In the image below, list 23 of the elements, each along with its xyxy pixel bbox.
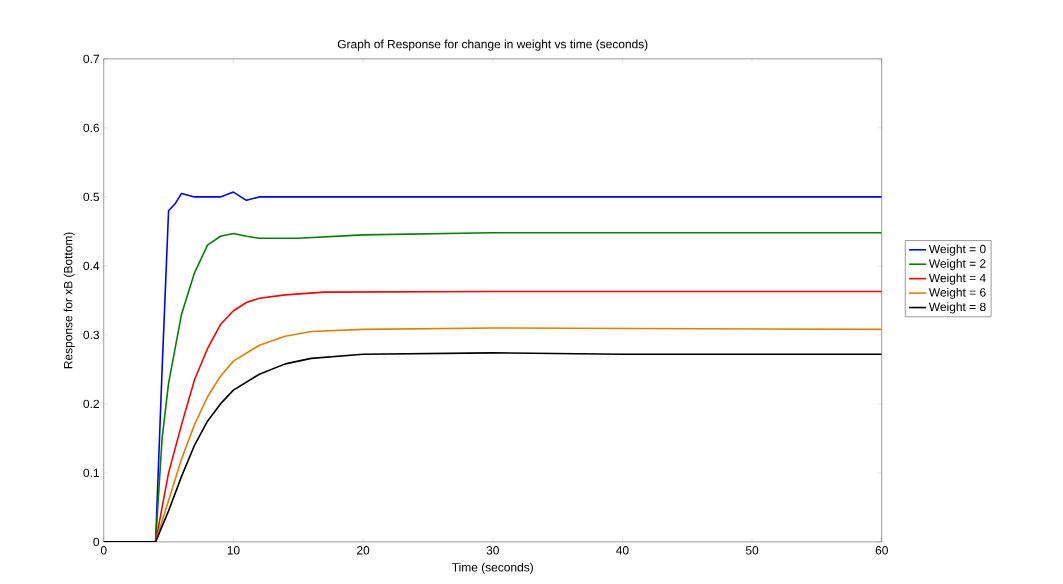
legend-label: Weight = 6: [928, 287, 986, 300]
y-tick-label: 0: [93, 537, 100, 547]
x-tick-label: 60: [875, 546, 888, 555]
chart-title: Graph of Response for change in weight vs time (seconds): [337, 39, 648, 51]
y-tick-label: 0.2: [83, 399, 99, 409]
y-tick-label: 0.6: [83, 123, 100, 133]
x-tick-label: 40: [616, 546, 629, 555]
x-tick-label: 50: [745, 546, 759, 555]
y-tick-label: 0.1: [83, 468, 99, 478]
x-axis-title: Time (seconds): [452, 562, 533, 574]
x-tick-label: 30: [486, 546, 499, 555]
legend-label: Weight = 4: [928, 273, 986, 285]
x-tick-label: 0: [100, 546, 107, 555]
y-tick-label: 0.5: [83, 192, 100, 202]
y-tick-label: 0.3: [83, 330, 100, 340]
x-tick-label: 20: [357, 546, 370, 555]
x-tick-label: 10: [227, 546, 240, 555]
legend-label: Weight = 2: [928, 259, 986, 271]
y-tick-label: 0.4: [83, 261, 100, 271]
y-tick-label: 0.7: [83, 54, 99, 64]
legend-label: Weight = 0: [928, 244, 986, 256]
legend-label: Weight = 8: [928, 302, 986, 314]
y-axis-title: Response for xB (Bottom): [63, 232, 75, 369]
